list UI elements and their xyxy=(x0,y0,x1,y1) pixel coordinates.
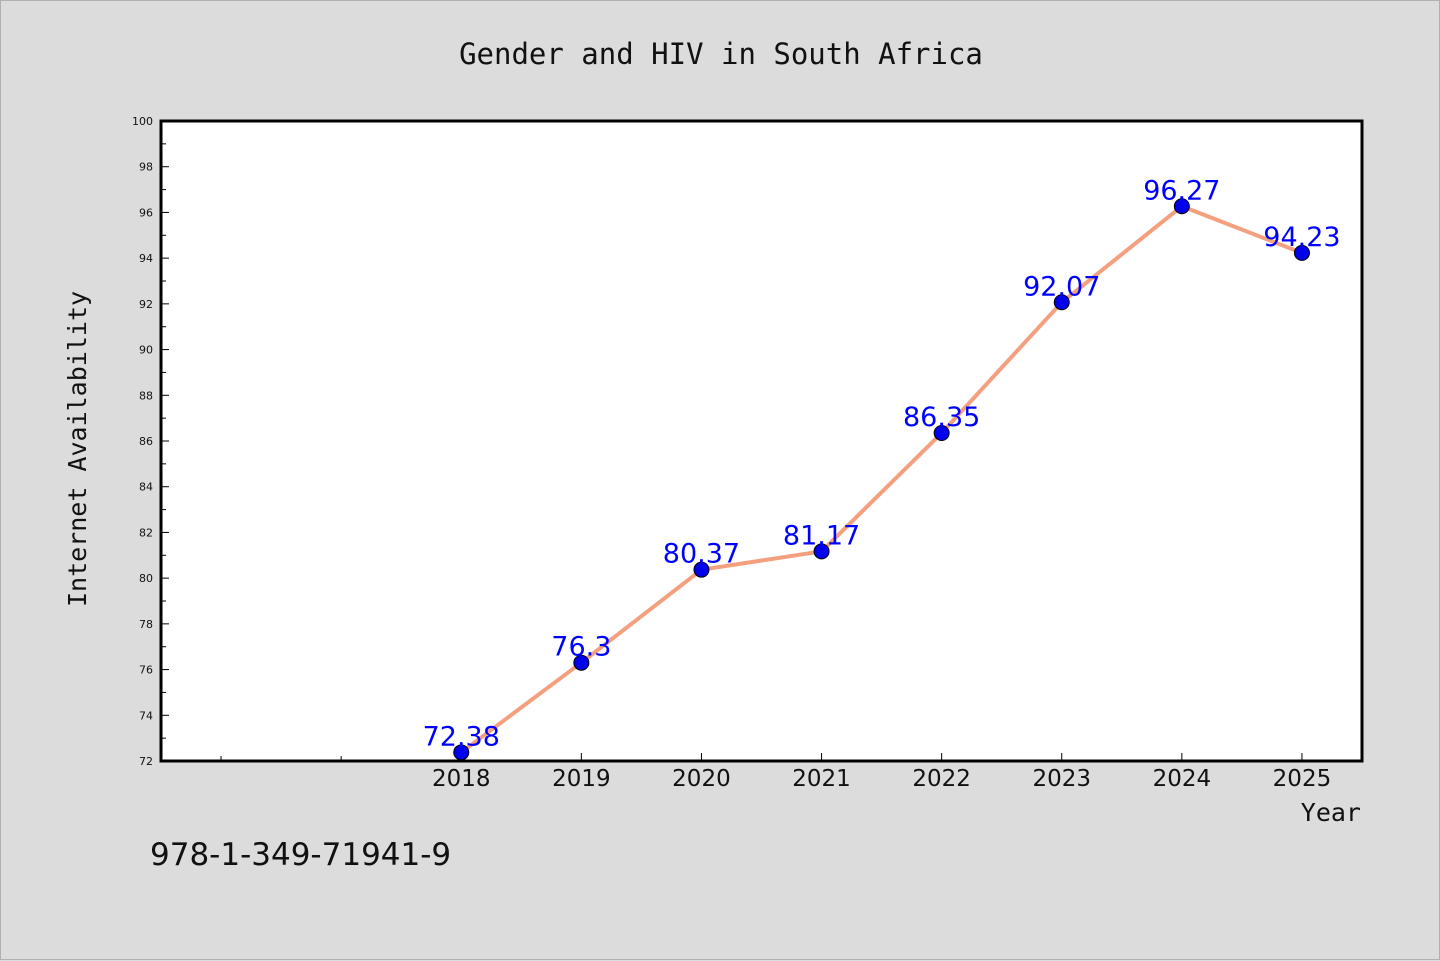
series-layer: 72.38 76.3 80.37 81.17 86.35 92.07 96.27 94.23 xyxy=(423,175,1341,761)
y-tick-label: 72 xyxy=(139,755,153,768)
y-tick-label: 80 xyxy=(139,572,153,585)
data-label: 92.07 xyxy=(1023,271,1100,302)
data-point-marker xyxy=(693,561,710,578)
x-axis-ticks: 2018 2019 2020 2021 2022 2023 2024 2025 xyxy=(220,753,1332,792)
x-axis-label: Year xyxy=(1301,798,1361,827)
data-point-marker xyxy=(813,543,830,560)
y-axis-label: Internet Availability xyxy=(63,291,92,607)
y-tick-label: 74 xyxy=(139,709,153,722)
x-tick-label: 2022 xyxy=(912,766,971,792)
x-tick-label: 2023 xyxy=(1032,766,1091,792)
data-label: 80.37 xyxy=(663,539,740,570)
y-tick-label: 90 xyxy=(139,344,153,357)
data-point-marker xyxy=(573,654,590,671)
data-point-marker xyxy=(933,425,950,441)
data-label: 81.17 xyxy=(783,520,860,551)
x-tick-label: 2019 xyxy=(552,766,611,792)
y-tick-label: 96 xyxy=(139,206,153,219)
data-point-marker xyxy=(453,744,470,761)
data-point-marker xyxy=(1173,198,1190,215)
x-tick-label: 2024 xyxy=(1153,766,1212,792)
y-tick-label: 84 xyxy=(139,481,153,494)
y-axis-ticks: 72 74 76 78 80 82 84 86 88 90 92 94 96 98 100 xyxy=(132,115,169,768)
isbn-text: 978-1-349-71941-9 xyxy=(150,837,451,873)
data-point-marker xyxy=(1293,244,1310,261)
y-tick-label: 94 xyxy=(139,252,153,265)
series-line xyxy=(460,204,1303,754)
data-label: 86.35 xyxy=(903,402,980,433)
data-label: 76.3 xyxy=(551,632,611,663)
data-label: 96.27 xyxy=(1143,175,1220,206)
plot-area xyxy=(159,119,1364,763)
y-tick-label: 92 xyxy=(139,298,153,311)
y-tick-label: 78 xyxy=(139,618,153,631)
data-label: 94.23 xyxy=(1263,222,1340,253)
x-tick-label: 2021 xyxy=(792,766,851,792)
y-tick-label: 82 xyxy=(139,526,153,539)
data-point-marker xyxy=(1053,294,1070,311)
x-tick-label: 2018 xyxy=(432,766,491,792)
x-tick-label: 2020 xyxy=(672,766,731,792)
y-tick-label: 100 xyxy=(132,115,153,128)
y-tick-label: 76 xyxy=(139,664,153,677)
y-tick-label: 88 xyxy=(139,389,153,402)
data-label: 72.38 xyxy=(423,721,500,752)
chart-title: Gender and HIV in South Africa xyxy=(459,37,983,71)
y-tick-label: 86 xyxy=(139,435,153,448)
x-tick-label: 2025 xyxy=(1273,766,1332,792)
y-tick-label: 98 xyxy=(139,161,153,174)
